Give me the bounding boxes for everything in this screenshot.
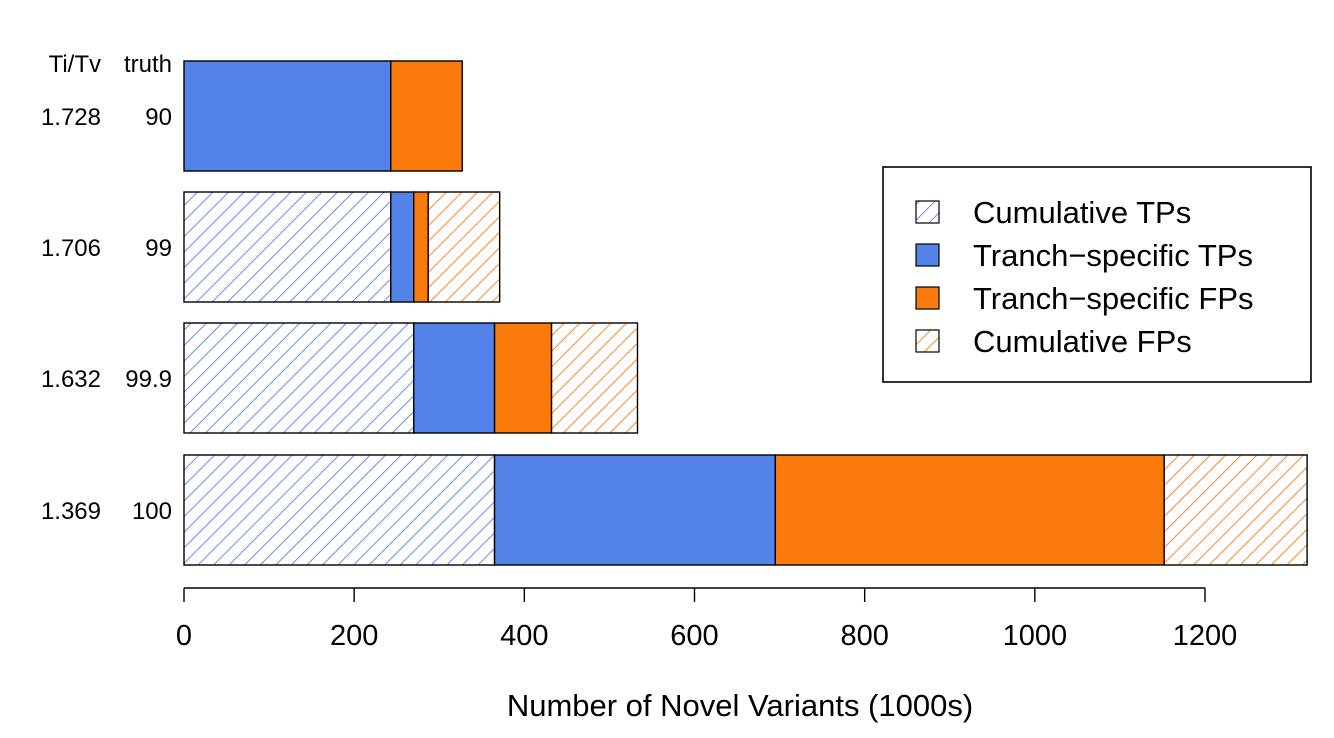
row-truth-1: 99 — [145, 235, 172, 262]
legend-swatch-cumulative_fps — [915, 329, 940, 353]
bar-cumulative_fps-3 — [1163, 454, 1308, 566]
bar-cumulative_tps-3 — [183, 454, 496, 566]
legend-label-tranche_tps: Tranch−specific TPs — [973, 238, 1253, 273]
bar-tranche_fps-1 — [413, 191, 429, 303]
bar-cumulative_tps-2 — [183, 322, 415, 434]
row-truth-0: 90 — [145, 104, 172, 131]
x-tick-label-2: 400 — [500, 620, 548, 652]
header-truth: truth — [124, 51, 172, 78]
bar-cumulative_tps-1 — [183, 191, 392, 303]
bar-tranche_tps-3 — [493, 454, 777, 566]
x-axis-title: Number of Novel Variants (1000s) — [507, 688, 973, 723]
row-titv-0: 1.728 — [41, 104, 101, 131]
bar-cumulative_fps-1 — [427, 191, 501, 303]
row-truth-3: 100 — [132, 498, 172, 525]
x-tick-label-0: 0 — [176, 620, 192, 652]
header-titv: Ti/Tv — [49, 51, 101, 78]
x-tick-label-1: 200 — [330, 620, 378, 652]
row-titv-1: 1.706 — [41, 235, 101, 262]
bar-tranche_tps-2 — [413, 322, 496, 434]
legend-label-cumulative_tps: Cumulative TPs — [973, 195, 1191, 230]
legend-swatch-tranche_tps — [915, 243, 940, 267]
legend-label-tranche_fps: Tranch−specific FPs — [973, 281, 1254, 316]
bar-tranche_fps-3 — [774, 454, 1165, 566]
row-titv-2: 1.632 — [41, 366, 101, 393]
x-axis: 0 200 400 600 800 1000 1200 — [176, 587, 1238, 652]
x-tick-label-4: 800 — [840, 620, 888, 652]
legend-box — [882, 166, 1312, 383]
bars-group — [183, 60, 1308, 566]
legend-swatch-cumulative_tps — [915, 200, 940, 224]
legend-swatch-tranche_fps — [915, 286, 940, 310]
row-labels: 1.728 90 1.706 99 1.632 99.9 1.369 100 — [41, 104, 172, 525]
legend: Cumulative TPs Tranch−specific TPs Tranch−… — [882, 166, 1312, 383]
legend-label-cumulative_fps: Cumulative FPs — [973, 324, 1192, 359]
x-tick-label-6: 1200 — [1173, 620, 1238, 652]
row-truth-2: 99.9 — [125, 366, 172, 393]
x-tick-label-5: 1000 — [1003, 620, 1068, 652]
bar-tranche_fps-0 — [390, 60, 463, 172]
x-tick-label-3: 600 — [670, 620, 718, 652]
bar-cumulative_fps-2 — [550, 322, 639, 434]
row-titv-3: 1.369 — [41, 498, 101, 525]
bar-tranche_tps-0 — [183, 60, 392, 172]
bar-tranche_tps-1 — [390, 191, 415, 303]
bar-tranche_fps-2 — [493, 322, 553, 434]
